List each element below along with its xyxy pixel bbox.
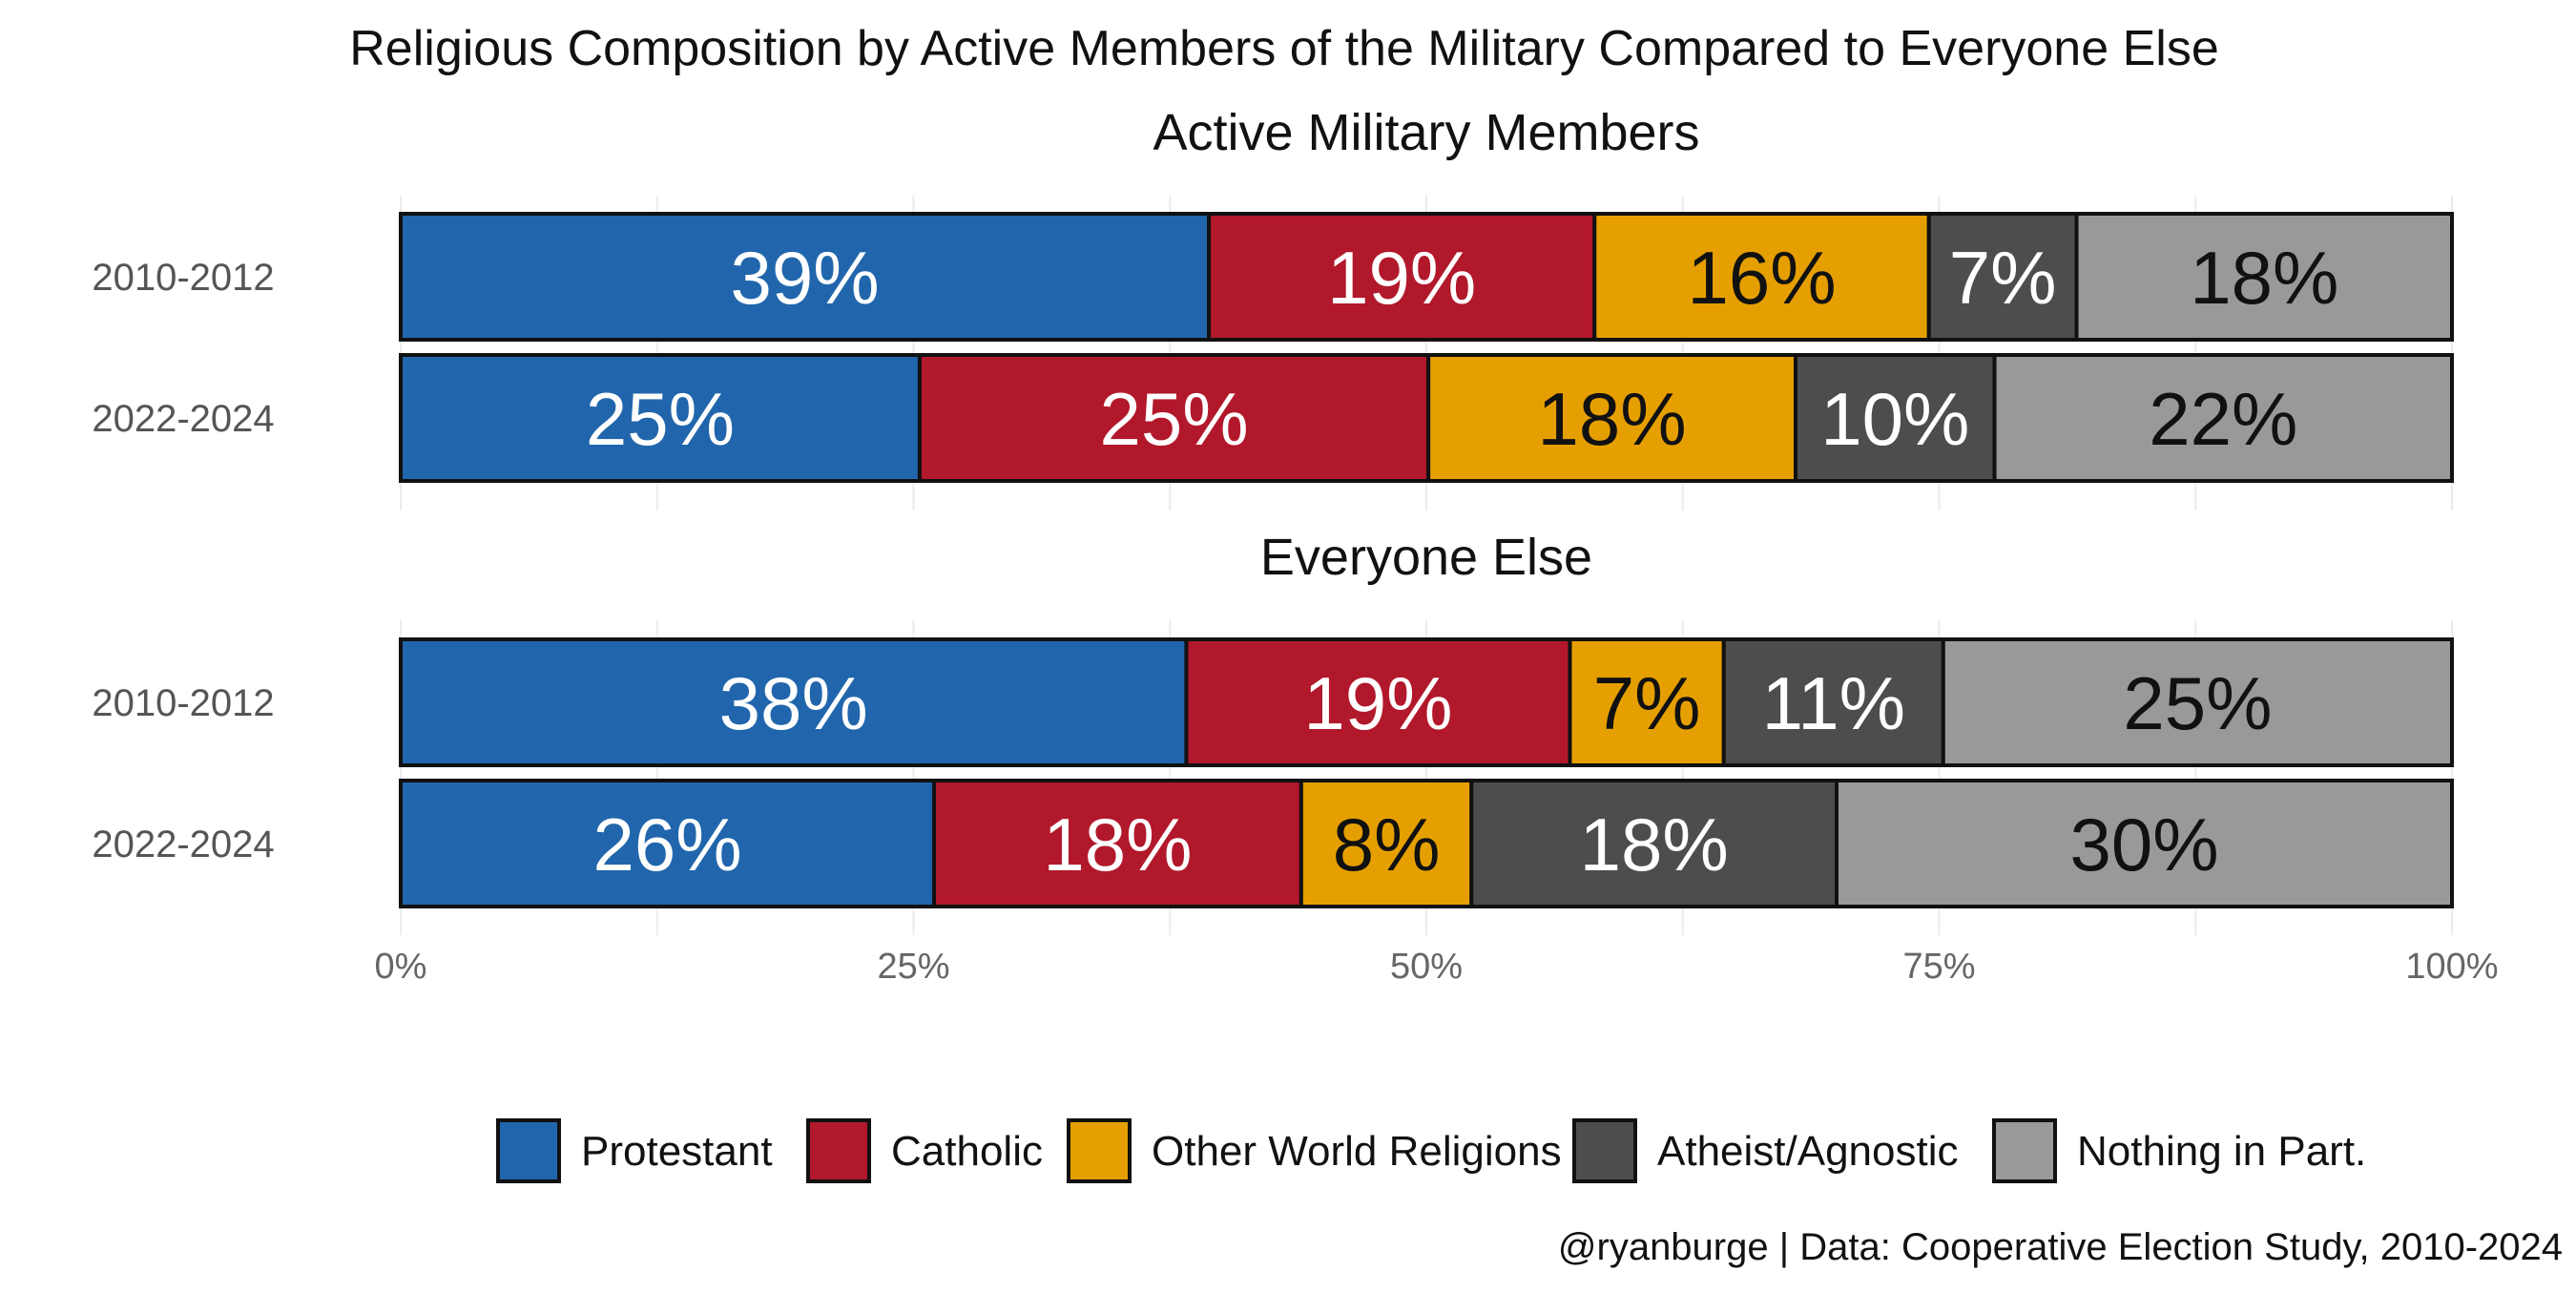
bar-segment <box>2074 212 2455 342</box>
row-label: 2010-2012 <box>92 682 274 724</box>
bar-data-label: 26% <box>592 803 741 886</box>
bar-data-label: 30% <box>2069 803 2218 886</box>
legend-label: Nothing in Part. <box>2077 1128 2366 1175</box>
bar-segment <box>1794 353 1997 483</box>
bar-segment <box>1298 779 1474 908</box>
bar-data-label: 18% <box>1580 803 1729 886</box>
row-label: 2022-2024 <box>92 824 274 865</box>
legend-label: Protestant <box>581 1128 773 1175</box>
bar-segment <box>1568 637 1726 767</box>
bar-data-label: 18% <box>1043 803 1192 886</box>
bar-data-label: 18% <box>2190 236 2338 320</box>
bar-segment <box>932 779 1303 908</box>
chart-title: Religious Composition by Active Members … <box>349 21 2219 76</box>
bar-segment <box>917 353 1431 483</box>
bar-segment <box>1992 353 2455 483</box>
row-label: 2022-2024 <box>92 398 274 440</box>
bar-data-label: 38% <box>719 661 868 745</box>
bar-data-label: 39% <box>730 236 879 320</box>
facet-panel: Active Military Members 2010-2012 39% 19% 16… <box>92 104 2455 511</box>
bar-data-label: 7% <box>1949 236 2057 320</box>
bar-segment <box>1207 212 1597 342</box>
bar-data-label: 25% <box>2123 661 2272 745</box>
bar-segment <box>1721 637 1945 767</box>
legend-label: Catholic <box>891 1128 1043 1175</box>
x-tick-label: 100% <box>2405 947 2498 987</box>
bar-segment <box>1469 779 1839 908</box>
bar-data-label: 22% <box>2149 377 2297 461</box>
bar-data-label: 25% <box>1099 377 1248 461</box>
bar-segment <box>399 779 936 908</box>
legend-swatch <box>1067 1118 1132 1183</box>
bar-segment <box>1941 637 2455 767</box>
bar-data-label: 18% <box>1538 377 1687 461</box>
bar-segment <box>1926 212 2079 342</box>
legend-swatch <box>496 1118 561 1183</box>
bar-data-label: 7% <box>1593 661 1701 745</box>
legend: Protestant Catholic Other World Religions A… <box>496 1118 2366 1183</box>
x-tick-label: 0% <box>375 947 427 987</box>
facet-title: Everyone Else <box>1260 529 1592 586</box>
bar-segment <box>1426 353 1798 483</box>
x-tick-label: 25% <box>877 947 949 987</box>
bar-segment <box>1835 779 2454 908</box>
legend-label: Atheist/Agnostic <box>1657 1128 1959 1175</box>
bar-segment <box>1184 637 1572 767</box>
bar-data-label: 25% <box>586 377 735 461</box>
bar-data-label: 10% <box>1820 377 1969 461</box>
bar-data-label: 16% <box>1687 236 1836 320</box>
bar-data-label: 19% <box>1327 236 1476 320</box>
bar-data-label: 19% <box>1303 661 1452 745</box>
bar-segment <box>1592 212 1931 342</box>
x-tick-label: 75% <box>1902 947 1975 987</box>
x-tick-label: 50% <box>1390 947 1463 987</box>
legend-label: Other World Religions <box>1152 1128 1562 1175</box>
bar-segment <box>399 353 922 483</box>
legend-swatch <box>1572 1118 1637 1183</box>
row-label: 2010-2012 <box>92 257 274 299</box>
bar-data-label: 11% <box>1762 661 1905 745</box>
legend-swatch <box>806 1118 871 1183</box>
bar-data-label: 8% <box>1333 803 1441 886</box>
facet-title: Active Military Members <box>1153 104 1699 161</box>
legend-swatch <box>1992 1118 2057 1183</box>
facet-panel: Everyone Else 2010-2012 38% 19% 7% 11% 25% 2022… <box>92 529 2455 935</box>
caption: @ryanburge | Data: Cooperative Election … <box>1558 1226 2563 1268</box>
